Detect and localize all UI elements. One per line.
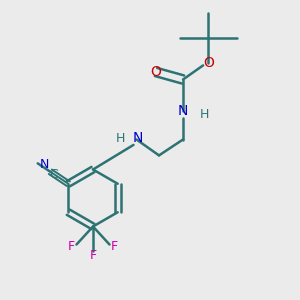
Text: F: F	[89, 249, 97, 262]
Text: F: F	[68, 240, 75, 253]
Text: N: N	[177, 104, 188, 118]
Text: O: O	[203, 56, 214, 70]
Text: N: N	[40, 158, 49, 171]
Text: H: H	[115, 131, 125, 145]
Text: F: F	[111, 240, 118, 253]
Text: O: O	[151, 65, 161, 79]
Text: C: C	[50, 168, 58, 181]
Text: H: H	[200, 107, 209, 121]
Text: N: N	[133, 131, 143, 145]
